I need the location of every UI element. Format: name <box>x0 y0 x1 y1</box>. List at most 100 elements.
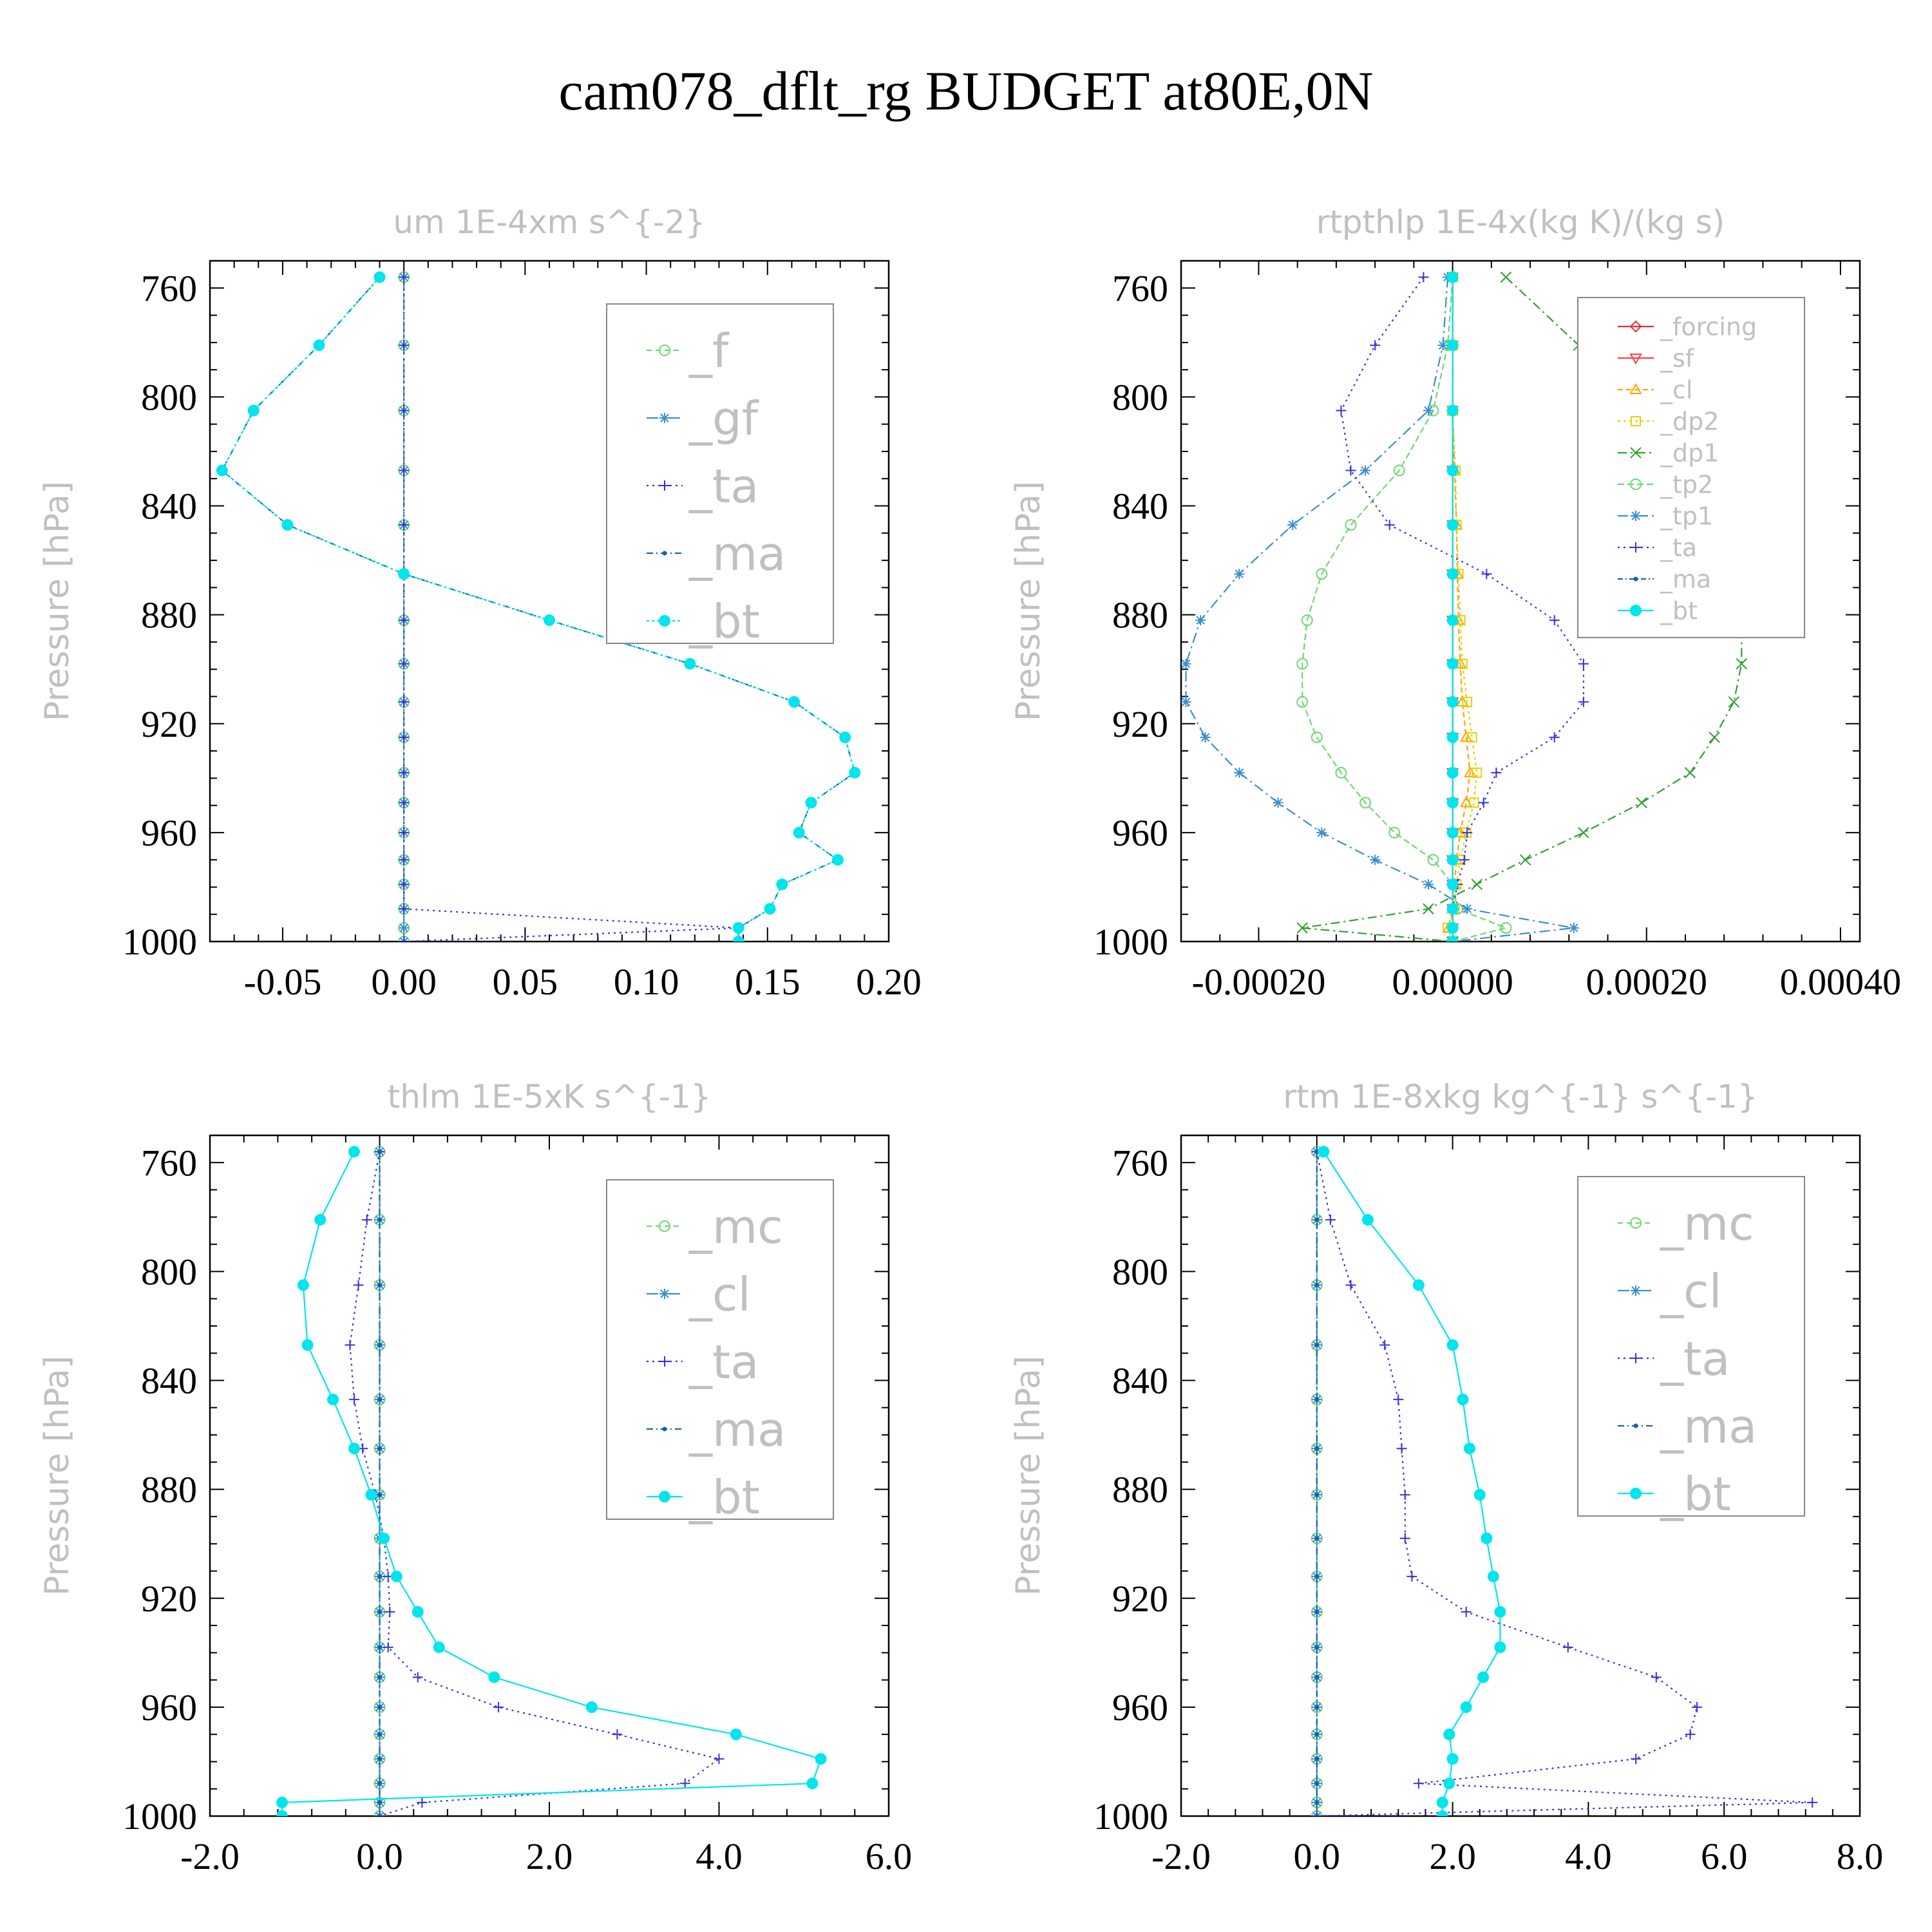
data-point-ma <box>1314 1397 1320 1402</box>
data-point-tp2 <box>1388 826 1401 838</box>
legend-label: _dp2 <box>1660 408 1719 436</box>
data-point-dp1 <box>1423 903 1434 914</box>
x-tick-label: 0.00000 <box>1392 961 1513 1003</box>
data-point-bt <box>839 731 851 743</box>
data-point-ta <box>399 615 410 626</box>
chart-panel: rtpthlp 1E-4x(kg K)/(kg s) Pressure [hPa]… <box>1009 204 1901 1003</box>
data-point-dp2 <box>1468 797 1479 808</box>
y-tick-label: 760 <box>1112 1142 1168 1184</box>
data-point-ta <box>399 658 410 669</box>
data-point-ta <box>1685 1729 1696 1740</box>
data-point-bt <box>216 464 228 477</box>
legend-box <box>606 303 834 644</box>
legend-label: _ma <box>688 1403 786 1457</box>
series-line-ta <box>349 1151 721 1816</box>
data-point-ma <box>1314 1283 1320 1288</box>
data-point-bt <box>1477 1671 1490 1683</box>
legend-marker <box>659 615 670 627</box>
data-point-ma <box>1314 1674 1320 1680</box>
data-point-tp1 <box>1273 797 1283 808</box>
y-tick-label: 800 <box>1112 1251 1168 1293</box>
data-point-bt <box>815 1753 827 1765</box>
data-point-ta <box>1345 465 1356 476</box>
x-tick-label: 0.15 <box>735 961 800 1003</box>
data-point-tp2 <box>1500 922 1512 934</box>
data-point-ta <box>361 1215 372 1226</box>
data-point-bt <box>1446 658 1459 670</box>
x-tick-label: -2.0 <box>1151 1835 1211 1877</box>
plot-frame <box>1180 1134 1861 1817</box>
legend-marker <box>1629 383 1642 394</box>
legend: _mc _cl _ta _ma _bt <box>1577 1176 1805 1521</box>
data-point-ma <box>1314 1732 1320 1737</box>
data-point-tp2 <box>1427 854 1439 866</box>
panel-title: rtpthlp 1E-4x(kg K)/(kg s) <box>1316 204 1725 241</box>
data-point-dp2 <box>1462 696 1473 707</box>
data-point-dp1 <box>1471 878 1482 890</box>
x-tick-label: -0.05 <box>244 961 322 1003</box>
data-point-bt <box>1481 1532 1493 1544</box>
y-tick-label: 1000 <box>122 1795 197 1837</box>
data-point-tp1 <box>1195 615 1206 626</box>
data-point-ma <box>377 1397 382 1402</box>
data-point-bt <box>1446 696 1459 708</box>
data-point-ta <box>1311 1811 1322 1816</box>
data-point-ta <box>399 732 410 743</box>
y-axis-label: Pressure [hPa] <box>1009 481 1048 721</box>
data-point-ma <box>1314 1217 1320 1222</box>
y-axis-label: Pressure [hPa] <box>38 481 77 721</box>
data-point-ta <box>1578 658 1589 669</box>
data-point-bt <box>1446 1753 1459 1765</box>
data-point-dp1 <box>1684 767 1696 779</box>
x-tick-label: 0.0 <box>1294 1835 1341 1877</box>
legend-label: _forcing <box>1660 313 1757 341</box>
data-point-tp1 <box>1568 922 1579 933</box>
legend-marker <box>662 1426 667 1432</box>
data-point-ma <box>1314 1536 1320 1541</box>
data-point-tp1 <box>1423 879 1434 890</box>
data-point-ta <box>353 1280 364 1291</box>
data-point-bt <box>831 854 844 866</box>
data-point-bt <box>1446 854 1459 866</box>
y-tick-label: 880 <box>141 594 197 636</box>
data-point-bt <box>732 922 744 934</box>
legend-marker <box>1631 511 1641 521</box>
x-tick-label: 0.10 <box>614 961 679 1003</box>
data-point-bt <box>805 797 817 809</box>
x-tick-label: 0.00020 <box>1586 961 1707 1003</box>
data-point-ta <box>1399 1490 1410 1501</box>
data-point-tp2 <box>1359 797 1372 809</box>
legend-marker <box>1631 1285 1641 1296</box>
legend-label: _ta <box>688 459 759 513</box>
data-point-tp2 <box>1316 568 1328 580</box>
data-point-bt <box>488 1671 500 1683</box>
data-point-ta <box>1562 1642 1573 1653</box>
data-point-bt <box>1446 271 1459 283</box>
legend-marker <box>1631 542 1641 553</box>
data-point-bt <box>684 658 696 670</box>
y-tick-label: 1000 <box>1094 1795 1168 1837</box>
data-point-bt <box>313 339 325 352</box>
legend-label: _bt <box>688 1470 760 1524</box>
y-tick-label: 960 <box>1112 1687 1168 1728</box>
data-point-ta <box>417 1797 428 1808</box>
legend-label: _tp1 <box>1660 502 1713 531</box>
data-point-cl <box>1459 730 1473 742</box>
data-point-tp1 <box>1360 465 1371 476</box>
panel-title: um 1E-4xm s^{-2} <box>393 204 705 241</box>
data-point-ta <box>714 1754 724 1765</box>
data-point-ta <box>412 1672 423 1683</box>
data-point-bt <box>390 1570 402 1582</box>
data-point-ma <box>377 1492 382 1497</box>
x-tick-label: 4.0 <box>1565 1835 1612 1877</box>
data-point-bt <box>398 568 410 580</box>
y-tick-label: 800 <box>141 376 197 418</box>
legend-label: _tp2 <box>1660 471 1713 499</box>
data-point-ta <box>345 1340 355 1350</box>
data-point-bt <box>1457 1394 1469 1406</box>
data-point-ta <box>399 797 410 808</box>
legend-marker <box>659 1220 670 1232</box>
legend-marker <box>1629 320 1642 333</box>
data-point-bt <box>297 1279 309 1291</box>
y-tick-label: 1000 <box>1094 921 1168 963</box>
